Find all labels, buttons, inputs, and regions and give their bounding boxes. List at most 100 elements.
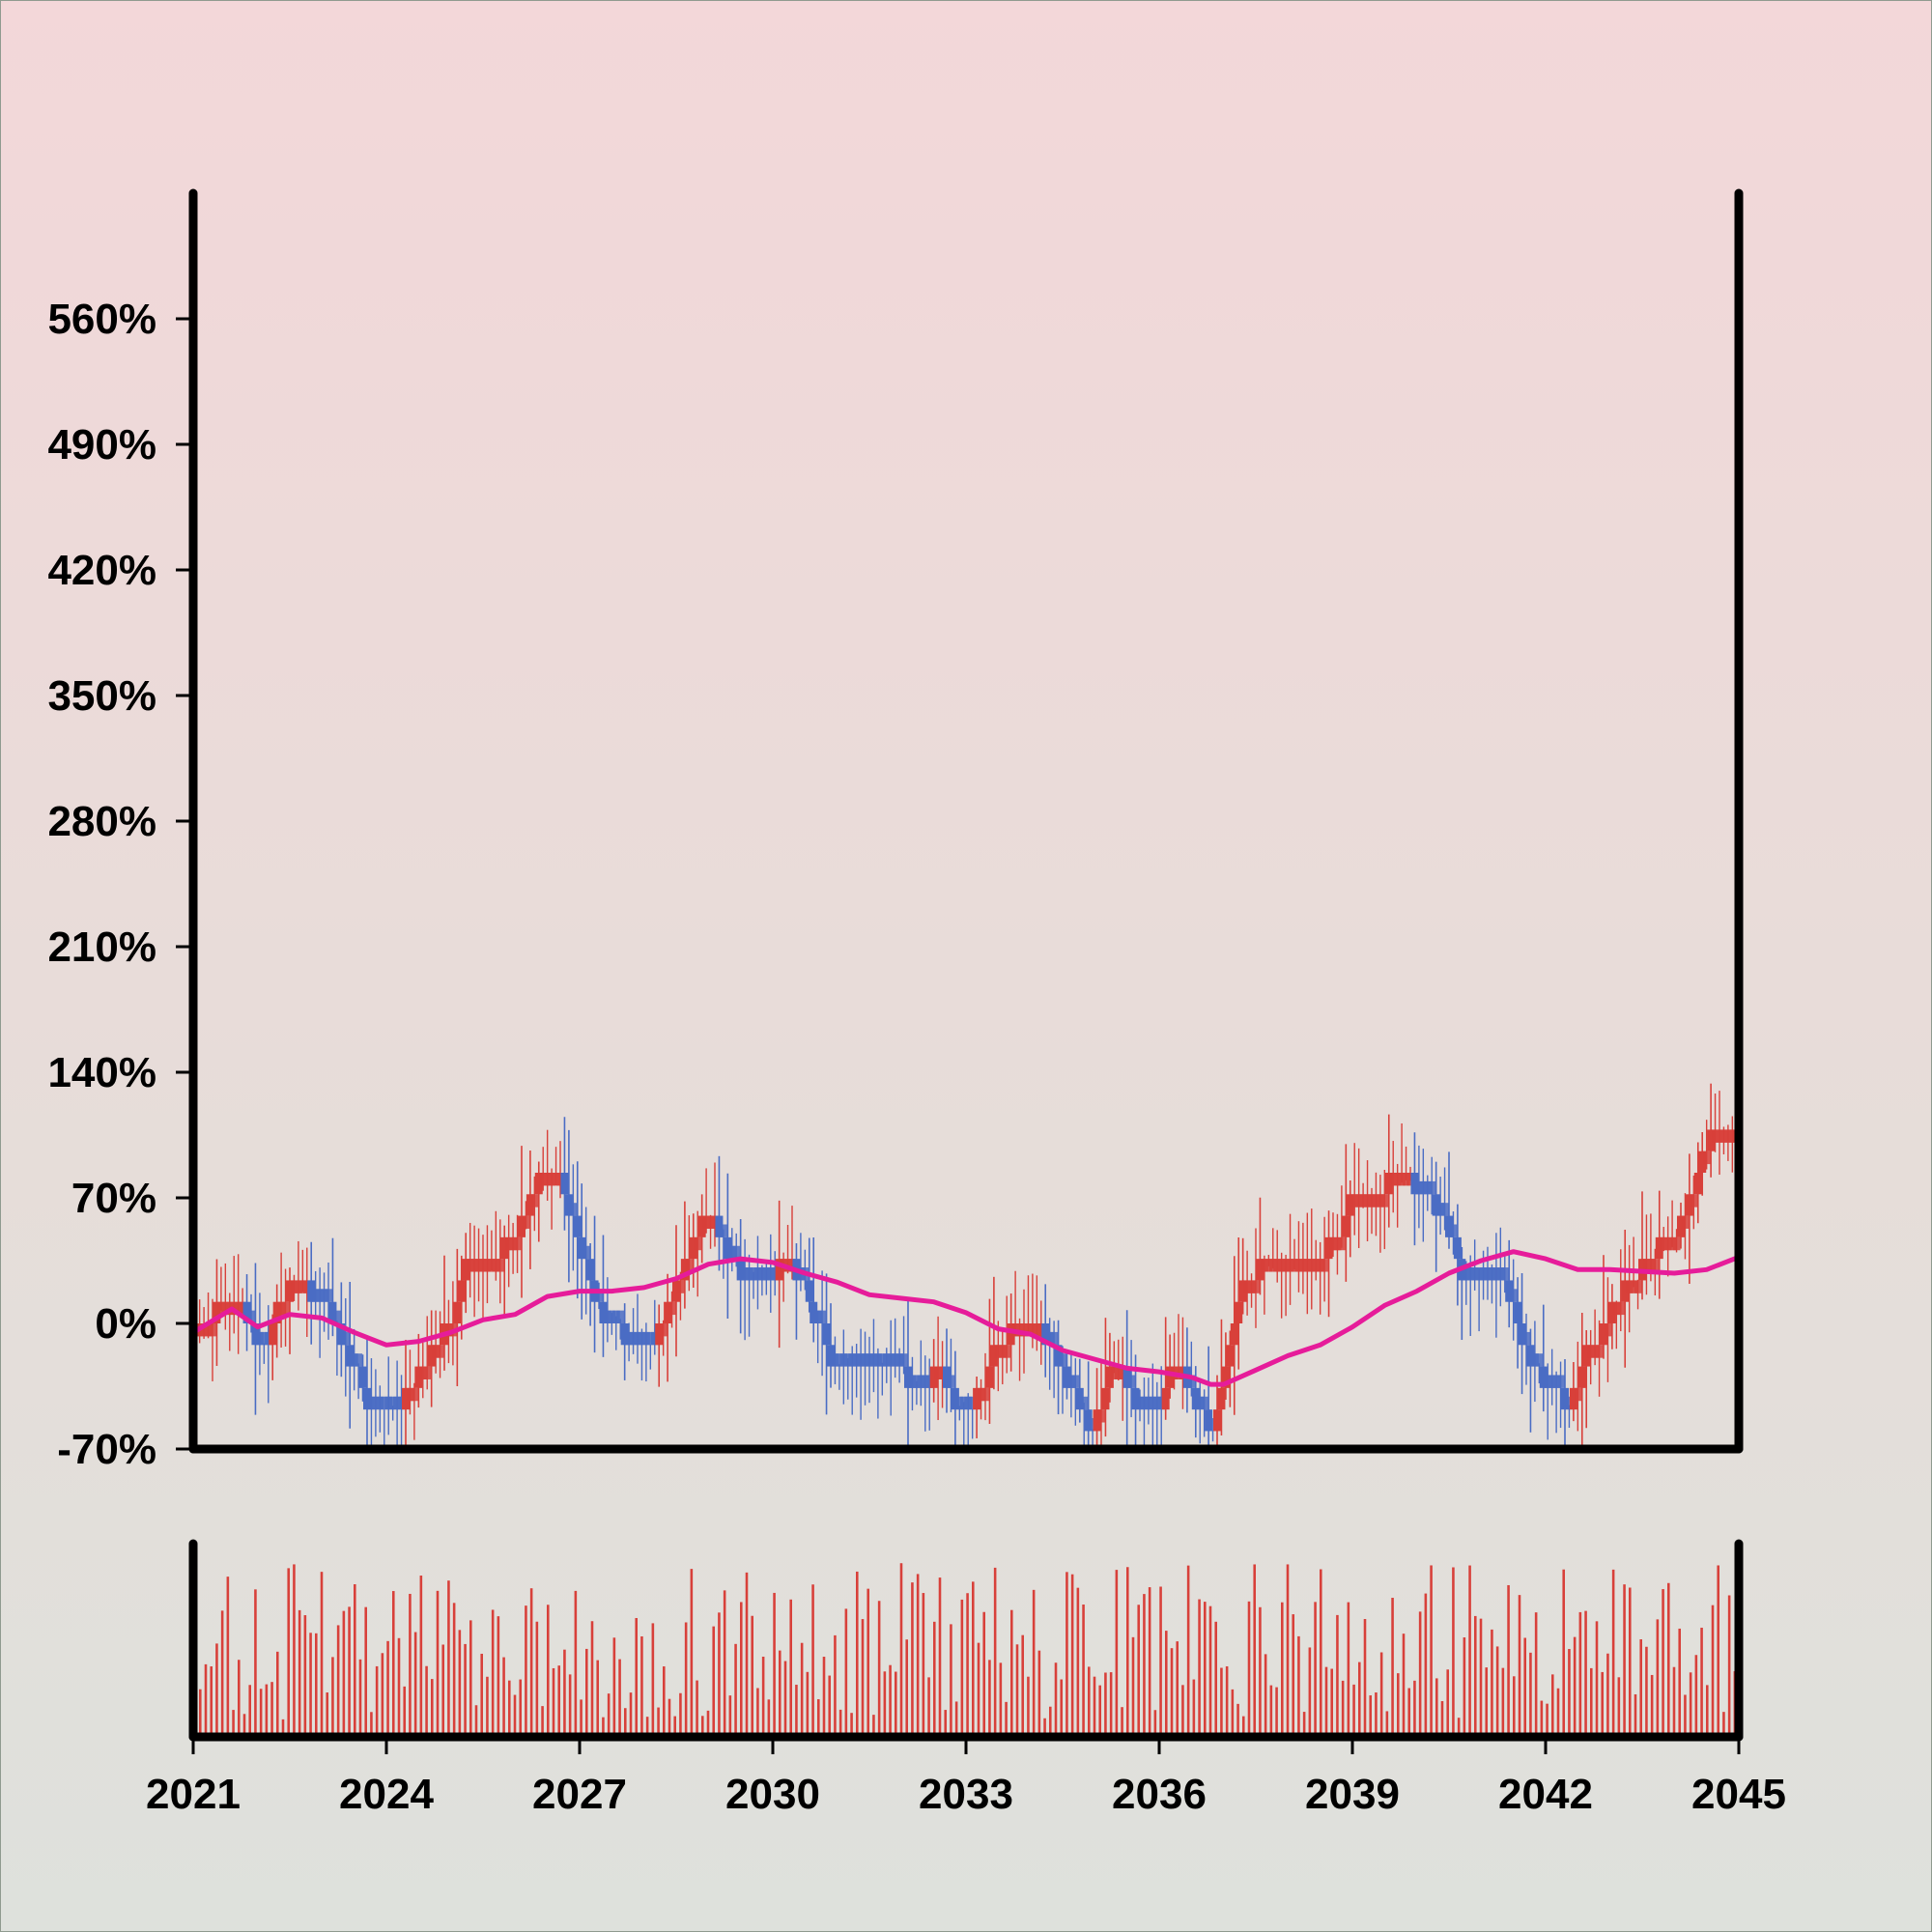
renko-brick	[534, 1173, 543, 1195]
renko-brick	[350, 1353, 358, 1367]
volume-bar	[944, 1710, 947, 1737]
volume-bar	[226, 1577, 230, 1737]
renko-brick	[753, 1267, 762, 1281]
renko-brick	[1423, 1180, 1432, 1195]
volume-bar	[210, 1666, 213, 1737]
volume-bar	[679, 1692, 682, 1737]
volume-bar	[1584, 1610, 1587, 1737]
renko-brick	[462, 1259, 470, 1281]
renko-brick	[715, 1215, 724, 1237]
volume-bar	[480, 1653, 483, 1737]
volume-bar	[1088, 1666, 1091, 1737]
volume-bar	[779, 1650, 781, 1737]
renko-brick	[603, 1310, 611, 1323]
volume-bar	[1639, 1639, 1642, 1737]
renko-brick	[1028, 1323, 1037, 1337]
renko-brick	[260, 1331, 269, 1346]
renko-brick	[1630, 1280, 1638, 1293]
renko-brick	[745, 1267, 753, 1281]
volume-bar	[1452, 1567, 1455, 1737]
renko-brick	[1389, 1173, 1398, 1186]
renko-brick	[1621, 1280, 1630, 1302]
volume-bar	[838, 1709, 842, 1737]
renko-brick	[453, 1301, 462, 1323]
renko-brick	[1470, 1267, 1479, 1281]
y-tick-label: 210%	[47, 923, 156, 971]
renko-brick	[904, 1366, 912, 1388]
volume-bar	[806, 1671, 810, 1737]
renko-brick	[1711, 1129, 1719, 1143]
volume-bar	[1540, 1700, 1544, 1737]
renko-brick	[1380, 1194, 1389, 1208]
renko-brick	[1539, 1366, 1548, 1388]
volume-bar	[789, 1599, 792, 1737]
renko-brick	[573, 1215, 582, 1237]
renko-brick	[393, 1396, 402, 1410]
volume-bar	[541, 1706, 544, 1737]
volume-bar	[905, 1639, 908, 1737]
renko-brick	[757, 1267, 766, 1281]
renko-brick	[496, 1259, 504, 1272]
volume-bar	[220, 1610, 224, 1737]
volume-bar	[982, 1611, 985, 1737]
renko-brick	[908, 1375, 917, 1388]
volume-bar	[927, 1677, 930, 1737]
volume-bar	[232, 1710, 235, 1737]
volume-bar	[1320, 1569, 1322, 1737]
renko-brick	[1282, 1259, 1291, 1272]
renko-brick	[518, 1215, 526, 1237]
renko-brick	[711, 1215, 719, 1229]
volume-bar	[960, 1599, 964, 1737]
renko-brick	[857, 1353, 866, 1367]
volume-bar	[1037, 1650, 1041, 1737]
renko-brick	[1033, 1323, 1041, 1337]
renko-brick	[1157, 1396, 1166, 1410]
renko-brick	[839, 1353, 848, 1367]
renko-brick	[513, 1236, 522, 1251]
volume-bar	[1181, 1685, 1184, 1737]
volume-bar	[1430, 1565, 1433, 1737]
renko-brick	[1363, 1194, 1372, 1208]
renko-brick	[234, 1301, 242, 1316]
renko-brick	[1089, 1418, 1097, 1432]
renko-brick	[1093, 1409, 1101, 1432]
renko-brick	[367, 1396, 376, 1410]
renko-brick	[1342, 1215, 1350, 1237]
volume-bar	[834, 1634, 837, 1737]
volume-bar	[1507, 1584, 1510, 1737]
volume-bar	[800, 1642, 804, 1737]
volume-bar	[1474, 1615, 1477, 1737]
renko-brick	[1191, 1387, 1200, 1410]
renko-brick	[1522, 1331, 1530, 1346]
volume-bar	[718, 1612, 721, 1737]
volume-bar	[1617, 1677, 1621, 1737]
volume-bar	[491, 1609, 495, 1737]
volume-bar	[502, 1657, 505, 1737]
volume-bar	[254, 1589, 257, 1737]
volume-bar	[1662, 1589, 1664, 1737]
volume-bar	[1601, 1671, 1604, 1737]
renko-brick	[882, 1353, 891, 1367]
volume-bar	[751, 1615, 753, 1737]
volume-panel	[199, 1563, 1742, 1737]
renko-brick	[1346, 1194, 1354, 1216]
renko-brick	[985, 1366, 994, 1388]
volume-bar	[1259, 1606, 1262, 1737]
volume-bar	[1645, 1646, 1648, 1737]
volume-bar	[954, 1701, 958, 1737]
renko-brick	[938, 1366, 947, 1379]
volume-bar	[1286, 1564, 1290, 1737]
renko-brick	[680, 1259, 689, 1281]
volume-bar	[1005, 1701, 1008, 1737]
renko-brick	[955, 1396, 964, 1410]
volume-bar	[1407, 1688, 1410, 1737]
volume-bar	[867, 1588, 869, 1737]
renko-brick	[1041, 1323, 1050, 1346]
renko-brick	[1440, 1203, 1449, 1216]
x-tick-label: 2033	[919, 1771, 1013, 1818]
volume-bar	[281, 1719, 285, 1737]
volume-bar	[1491, 1629, 1493, 1737]
renko-brick	[1208, 1418, 1217, 1432]
renko-brick	[788, 1259, 796, 1272]
renko-brick	[641, 1331, 650, 1346]
